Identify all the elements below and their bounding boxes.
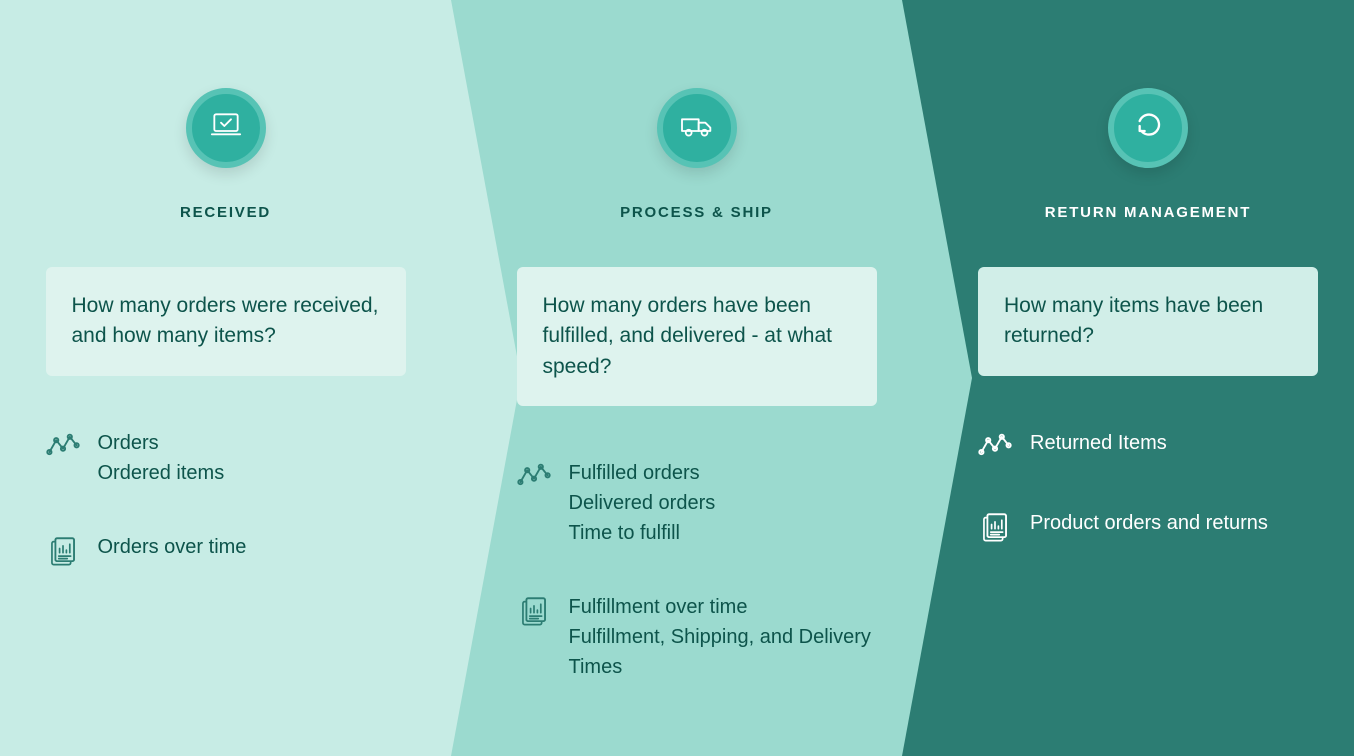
metric-line: Product orders and returns bbox=[1030, 508, 1268, 538]
panel-process-ship: PROCESS & SHIP How many orders have been… bbox=[471, 0, 922, 756]
line-graph-icon bbox=[517, 460, 551, 494]
return-metric-1: Returned Items bbox=[978, 428, 1318, 464]
line-graph-icon bbox=[46, 430, 80, 464]
metric-line: Orders over time bbox=[98, 532, 247, 562]
return-icon-circle bbox=[1108, 88, 1188, 168]
document-chart-icon bbox=[46, 534, 80, 568]
metric-line: Fulfillment, Shipping, and Delivery Time… bbox=[569, 622, 877, 682]
process-metric-1: Fulfilled orders Delivered orders Time t… bbox=[517, 458, 877, 548]
panel-received: RECEIVED How many orders were received, … bbox=[0, 0, 451, 756]
return-title: RETURN MANAGEMENT bbox=[1045, 204, 1251, 221]
received-icon-circle bbox=[186, 88, 266, 168]
metric-line: Time to fulfill bbox=[569, 518, 716, 548]
metric-line: Delivered orders bbox=[569, 488, 716, 518]
metric-line: Ordered items bbox=[98, 458, 225, 488]
truck-icon bbox=[677, 106, 717, 151]
return-metric-2: Product orders and returns bbox=[978, 508, 1318, 544]
process-title: PROCESS & SHIP bbox=[620, 204, 773, 221]
received-question-card: How many orders were received, and how m… bbox=[46, 267, 406, 376]
line-graph-icon bbox=[978, 430, 1012, 464]
document-chart-icon bbox=[517, 594, 551, 628]
document-chart-icon bbox=[978, 510, 1012, 544]
metric-line: Fulfilled orders bbox=[569, 458, 716, 488]
received-metric-2: Orders over time bbox=[46, 532, 406, 568]
metric-line: Fulfillment over time bbox=[569, 592, 877, 622]
return-arrow-icon bbox=[1128, 106, 1168, 151]
received-title: RECEIVED bbox=[180, 204, 271, 221]
return-question-card: How many items have been returned? bbox=[978, 267, 1318, 376]
metric-line: Orders bbox=[98, 428, 225, 458]
process-icon-circle bbox=[657, 88, 737, 168]
metric-line: Returned Items bbox=[1030, 428, 1167, 458]
process-question-card: How many orders have been fulfilled, and… bbox=[517, 267, 877, 406]
process-metric-2: Fulfillment over time Fulfillment, Shipp… bbox=[517, 592, 877, 682]
received-metric-1: Orders Ordered items bbox=[46, 428, 406, 488]
laptop-check-icon bbox=[206, 106, 246, 151]
panel-return-management: RETURN MANAGEMENT How many items have be… bbox=[942, 0, 1354, 756]
